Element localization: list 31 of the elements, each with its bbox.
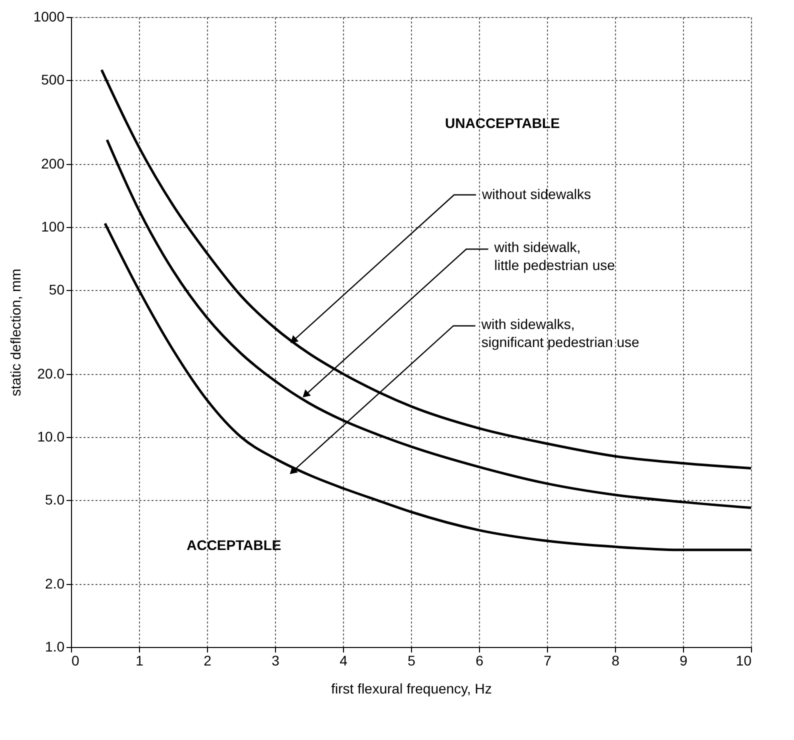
x-tick-label: 7	[544, 652, 552, 668]
annotation: UNACCEPTABLE	[445, 115, 560, 132]
x-tick-label: 10	[736, 652, 752, 668]
y-axis-title: static deflection, mm	[7, 268, 24, 396]
x-tick-label: 2	[204, 652, 212, 668]
annotation: with sidewalk, little pedestrian use	[493, 239, 616, 274]
line-series	[104, 222, 752, 552]
annotation: with sidewalks, significant pedestrian use	[480, 316, 640, 350]
x-axis-title: first flexural frequency, Hz	[331, 680, 492, 696]
y-tick-label: 1.0	[45, 638, 65, 654]
line-series	[106, 138, 752, 510]
x-tick-label: 8	[612, 652, 620, 668]
annotation: ACCEPTABLE	[186, 537, 282, 554]
x-tick-label: 4	[340, 652, 348, 668]
y-tick-label: 200	[41, 155, 65, 172]
y-tick-label: 2.0	[45, 575, 65, 592]
y-tick-label: 5.0	[45, 492, 65, 508]
x-tick-label: 3	[272, 652, 280, 668]
y-tick-label: 1000	[33, 8, 65, 24]
x-tick-label: 0	[72, 652, 80, 668]
y-tick-label: 100	[41, 218, 65, 234]
y-tick-label: 20.0	[37, 365, 65, 382]
y-tick-label: 500	[41, 72, 65, 88]
line-series	[100, 68, 752, 470]
x-tick-label: 5	[408, 652, 416, 668]
y-tick-label: 50	[48, 282, 65, 298]
x-tick-label: 9	[680, 652, 688, 668]
annotation: without sidewalks	[481, 186, 591, 202]
x-tick-label: 1	[136, 652, 144, 668]
y-tick-label: 10.0	[37, 428, 65, 444]
x-tick-label: 6	[476, 652, 484, 668]
